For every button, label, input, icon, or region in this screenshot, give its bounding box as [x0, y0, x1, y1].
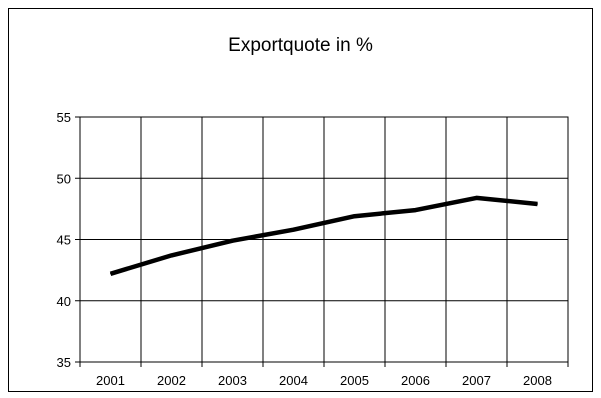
axes: 35 40 45 50 55 2001 2002 2003 2004 2005 2006 2007 20… — [57, 110, 569, 388]
data-point — [476, 197, 477, 199]
x-tick-label: 2007 — [462, 373, 491, 388]
y-tick-label: 55 — [57, 110, 71, 125]
x-tick-label: 2002 — [157, 373, 186, 388]
x-tick-label: 2003 — [218, 373, 247, 388]
chart-title: Exportquote in % — [228, 35, 373, 56]
data-point — [171, 254, 172, 256]
x-tick-label: 2001 — [96, 373, 125, 388]
data-point — [537, 203, 538, 205]
x-tick-label: 2008 — [523, 373, 552, 388]
y-tick-label: 40 — [57, 294, 71, 309]
y-tick-label: 35 — [57, 355, 71, 370]
data-point — [415, 209, 416, 211]
x-tick-label: 2006 — [401, 373, 430, 388]
x-tick-label: 2005 — [340, 373, 369, 388]
series-line — [109, 195, 538, 276]
data-point — [354, 215, 355, 217]
y-tick-label: 50 — [57, 171, 71, 186]
data-point — [110, 273, 111, 275]
data-point — [232, 240, 233, 242]
x-tick-label: 2004 — [279, 373, 308, 388]
data-point — [293, 229, 294, 231]
series-layer — [109, 195, 538, 276]
y-tick-label: 45 — [57, 233, 71, 248]
gridlines — [80, 116, 568, 363]
